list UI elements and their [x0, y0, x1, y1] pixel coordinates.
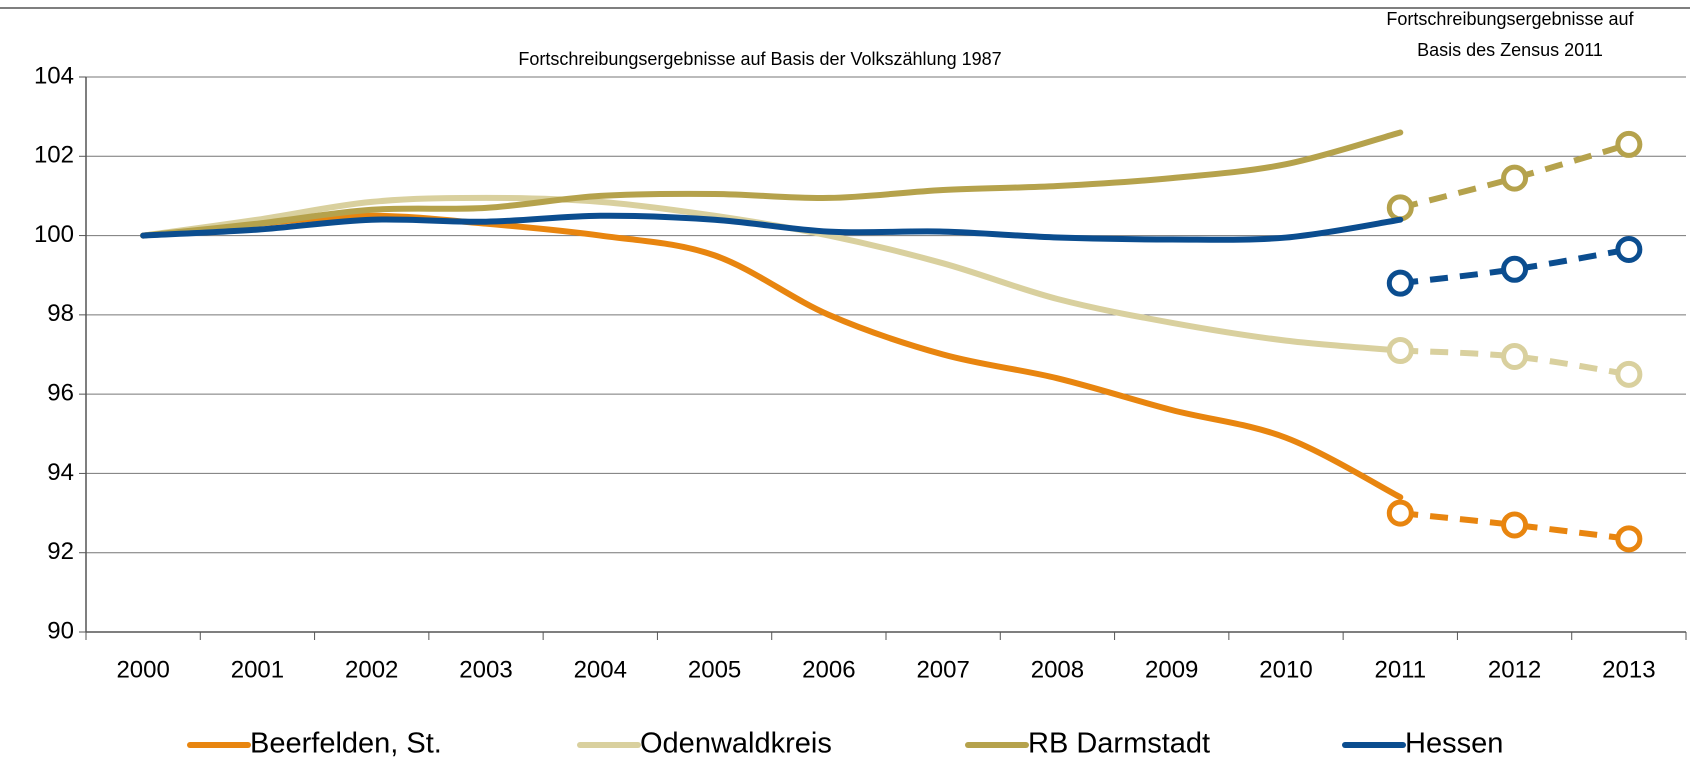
- x-tick-label: 2007: [916, 656, 969, 683]
- census-marker: [1501, 255, 1529, 283]
- census-marker: [1386, 499, 1414, 527]
- series-line: [140, 129, 1404, 239]
- legend-label: RB Darmstadt: [1028, 728, 1210, 760]
- y-tick-label: 104: [34, 62, 74, 89]
- annotation: Fortschreibungsergebnisse auf Basis des …: [1386, 9, 1634, 60]
- x-tick-label: 2011: [1374, 656, 1426, 683]
- y-tick-label: 96: [47, 379, 74, 406]
- census-marker: [1615, 130, 1643, 158]
- x-tick-label: 2006: [802, 656, 855, 683]
- y-tick-label: 102: [34, 142, 74, 169]
- legend-label: Beerfelden, St.: [250, 728, 442, 760]
- census-marker: [1501, 164, 1529, 192]
- x-tick-label: 2008: [1031, 656, 1084, 683]
- legend-label: Odenwaldkreis: [640, 728, 832, 760]
- census-marker: [1615, 360, 1643, 388]
- x-tick-label: 2010: [1259, 656, 1312, 683]
- y-tick-label: 92: [47, 538, 74, 565]
- x-tick-label: 2009: [1145, 656, 1198, 683]
- census-marker: [1615, 235, 1643, 263]
- census-marker: [1501, 342, 1529, 370]
- census-marker: [1386, 269, 1414, 297]
- series-line: [140, 212, 1404, 243]
- y-tick-label: 90: [47, 617, 74, 644]
- census-marker: [1386, 337, 1414, 365]
- x-tick-label: 2004: [574, 656, 627, 683]
- x-tick-label: 2000: [116, 656, 169, 683]
- annotation: Fortschreibungsergebnisse auf Basis der …: [518, 49, 1001, 69]
- census-marker: [1615, 525, 1643, 553]
- census-marker: [1501, 511, 1529, 539]
- x-tick-label: 2002: [345, 656, 398, 683]
- y-tick-label: 100: [34, 221, 74, 248]
- x-tick-label: 2012: [1488, 656, 1541, 683]
- x-tick-label: 2001: [231, 656, 284, 683]
- x-tick-label: 2005: [688, 656, 741, 683]
- legend-label: Hessen: [1405, 728, 1503, 760]
- y-tick-label: 94: [47, 459, 74, 486]
- y-tick-label: 98: [47, 300, 74, 327]
- series-line: [140, 212, 1404, 501]
- census-marker: [1386, 194, 1414, 222]
- x-tick-label: 2013: [1602, 656, 1655, 683]
- x-tick-label: 2003: [459, 656, 512, 683]
